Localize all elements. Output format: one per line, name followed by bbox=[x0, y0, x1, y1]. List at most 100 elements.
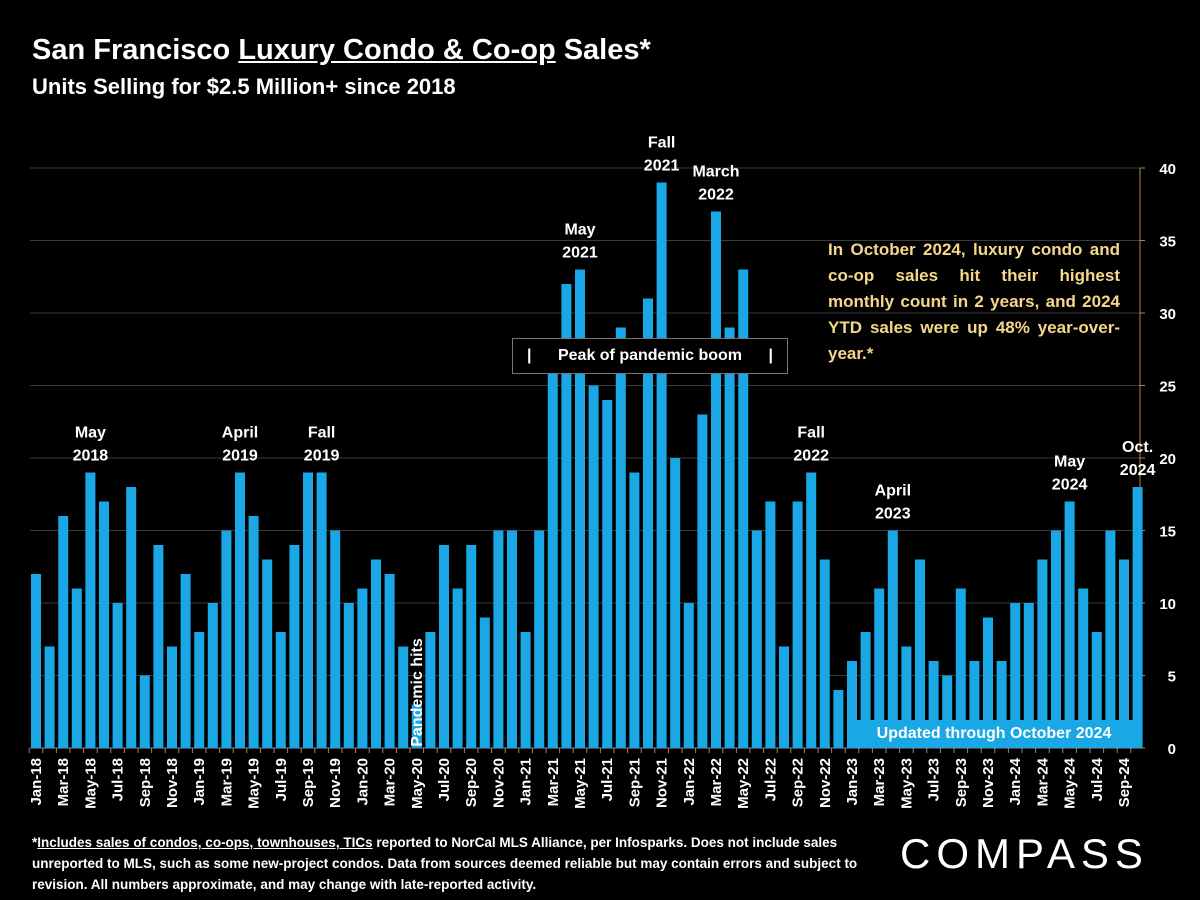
x-tick-label: May-18 bbox=[82, 758, 99, 809]
bar bbox=[371, 559, 381, 748]
peak-bracket-left: | bbox=[527, 347, 532, 364]
annotation-label: 2021 bbox=[562, 245, 598, 262]
x-tick-label: Nov-20 bbox=[490, 758, 507, 808]
x-tick-label: Nov-23 bbox=[980, 758, 997, 808]
bar bbox=[153, 545, 164, 748]
bar bbox=[493, 530, 504, 748]
y-tick-label: 20 bbox=[1159, 451, 1176, 468]
bar bbox=[466, 545, 477, 748]
footnote: *Includes sales of condos, co-ops, townh… bbox=[32, 832, 887, 895]
footnote-text: reported to NorCal MLS Alliance, per Inf… bbox=[32, 835, 858, 892]
x-tick-label: Nov-19 bbox=[327, 758, 344, 808]
bar bbox=[534, 530, 545, 748]
bar bbox=[738, 269, 749, 748]
bar bbox=[112, 603, 123, 748]
bar bbox=[316, 472, 327, 748]
title-underlined: Luxury Condo & Co-op bbox=[238, 34, 556, 66]
bar bbox=[983, 617, 993, 748]
bar bbox=[792, 501, 803, 748]
x-tick-label: Jul-23 bbox=[926, 758, 943, 801]
peak-bracket-right: | bbox=[768, 347, 773, 364]
bar bbox=[588, 385, 599, 748]
peak-label: Peak of pandemic boom bbox=[557, 347, 743, 364]
bar bbox=[561, 284, 572, 748]
bar bbox=[507, 530, 517, 748]
bar bbox=[207, 603, 218, 748]
x-tick-label: Jan-18 bbox=[28, 758, 45, 806]
annotation-label: April bbox=[222, 425, 258, 442]
bar bbox=[1105, 530, 1116, 748]
x-tick-label: Jul-19 bbox=[273, 758, 290, 801]
bar bbox=[629, 472, 640, 748]
annotation-label: Oct. bbox=[1122, 439, 1153, 456]
bar bbox=[575, 269, 585, 748]
bar bbox=[85, 472, 96, 748]
y-tick-label: 0 bbox=[1168, 741, 1176, 758]
bar bbox=[915, 559, 925, 748]
annotation-label: 2024 bbox=[1120, 462, 1156, 479]
x-tick-label: Sep-19 bbox=[300, 758, 317, 807]
bar bbox=[670, 458, 681, 748]
bar bbox=[643, 298, 653, 748]
bar bbox=[71, 588, 82, 748]
bar bbox=[262, 559, 273, 748]
x-tick-label: May-22 bbox=[735, 758, 752, 809]
bar bbox=[697, 414, 708, 748]
bar bbox=[887, 530, 898, 748]
bar bbox=[615, 327, 626, 748]
bar bbox=[1064, 501, 1075, 748]
x-tick-label: Jul-20 bbox=[436, 758, 453, 801]
bar bbox=[806, 472, 817, 748]
bar bbox=[520, 632, 531, 748]
bar bbox=[180, 574, 191, 748]
bar bbox=[126, 487, 137, 748]
y-tick-label: 25 bbox=[1159, 379, 1176, 396]
x-tick-label: Jul-18 bbox=[110, 758, 127, 801]
x-tick-label: Jul-21 bbox=[599, 758, 616, 801]
x-tick-label: Mar-23 bbox=[871, 758, 888, 806]
bar bbox=[751, 530, 762, 748]
bar bbox=[901, 646, 912, 748]
bar bbox=[343, 603, 354, 748]
bar bbox=[357, 588, 368, 748]
bar bbox=[779, 646, 789, 748]
y-tick-label: 40 bbox=[1159, 161, 1176, 178]
bar bbox=[384, 574, 395, 748]
x-tick-label: Jan-20 bbox=[354, 758, 371, 806]
x-tick-label: Mar-20 bbox=[382, 758, 399, 806]
y-tick-label: 30 bbox=[1159, 306, 1176, 323]
x-tick-label: Jul-22 bbox=[762, 758, 779, 801]
x-tick-label: Mar-19 bbox=[218, 758, 235, 806]
bar bbox=[928, 661, 939, 748]
title-part: Sales* bbox=[555, 34, 651, 66]
bar bbox=[31, 574, 41, 748]
bar bbox=[398, 646, 409, 748]
bar bbox=[248, 516, 259, 748]
x-tick-label: Sep-20 bbox=[463, 758, 480, 807]
bar bbox=[1078, 588, 1089, 748]
bar bbox=[139, 675, 150, 748]
bar bbox=[275, 632, 286, 748]
bar bbox=[969, 661, 980, 748]
annotation-label: 2019 bbox=[304, 448, 340, 465]
bar bbox=[765, 501, 776, 748]
chart-title: San Francisco Luxury Condo & Co-op Sales… bbox=[32, 34, 651, 67]
x-tick-label: May-19 bbox=[246, 758, 263, 809]
bar bbox=[1010, 603, 1021, 748]
x-tick-label: Mar-21 bbox=[545, 758, 562, 806]
y-tick-label: 35 bbox=[1159, 234, 1176, 251]
peak-annotation-box: | Peak of pandemic boom | bbox=[512, 338, 788, 374]
annotation-label: 2023 bbox=[875, 506, 911, 523]
bar bbox=[1051, 530, 1061, 748]
bar bbox=[289, 545, 300, 748]
x-tick-label: Jan-24 bbox=[1007, 757, 1024, 805]
x-tick-label: Sep-18 bbox=[137, 758, 154, 807]
annotation-label: 2024 bbox=[1052, 477, 1088, 494]
x-tick-label: Nov-22 bbox=[817, 758, 834, 808]
annotation-label: 2019 bbox=[222, 448, 258, 465]
annotation-label: 2018 bbox=[73, 448, 109, 465]
x-tick-label: Sep-22 bbox=[790, 758, 807, 807]
pandemic-label: Pandemic hits bbox=[409, 638, 426, 747]
x-tick-label: Sep-23 bbox=[953, 758, 970, 807]
bar bbox=[724, 327, 735, 748]
